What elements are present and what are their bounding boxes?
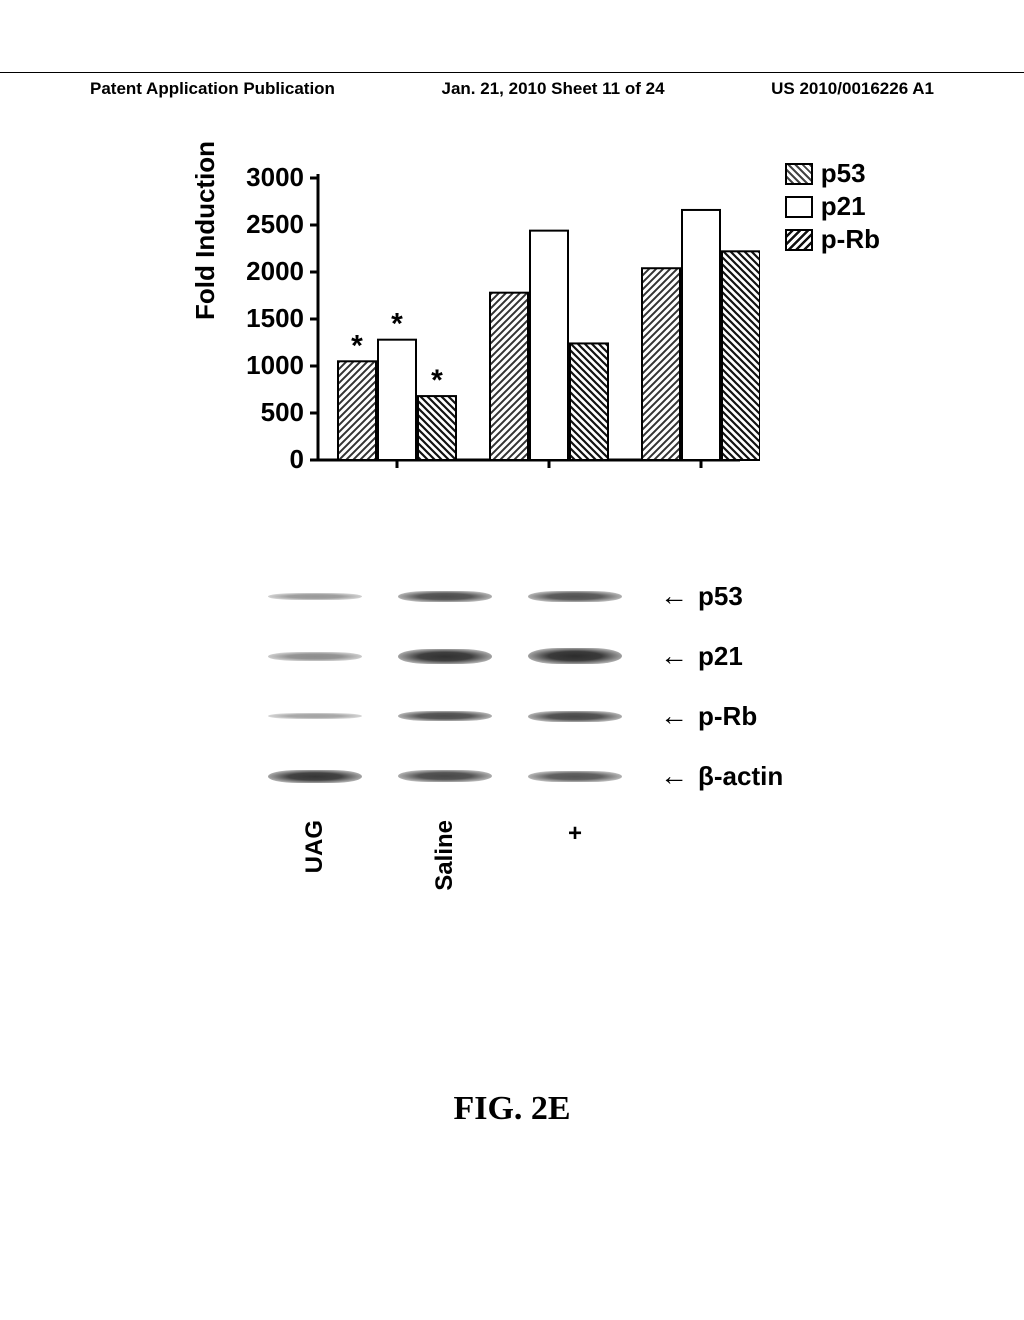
western-blot: ← p53 ← p21 ← p-Rb ← β-actin UAG Saline + — [260, 580, 820, 898]
blot-lane — [390, 765, 500, 787]
svg-text:1500: 1500 — [246, 303, 304, 333]
blot-lane — [520, 705, 630, 727]
blot-row-label: ← β-actin — [660, 760, 783, 792]
blot-lane — [520, 585, 630, 607]
legend-swatch — [785, 229, 813, 251]
svg-text:500: 500 — [261, 397, 304, 427]
blot-lane — [520, 765, 630, 787]
page-header: Patent Application Publication Jan. 21, … — [0, 72, 1024, 99]
svg-text:*: * — [391, 308, 403, 341]
blot-lane — [520, 645, 630, 667]
blot-row: ← p21 — [260, 640, 820, 672]
lane-label: UAG — [260, 820, 370, 898]
blot-band — [398, 591, 492, 602]
blot-lane — [390, 585, 500, 607]
legend-label: p53 — [821, 158, 866, 189]
blot-row: ← β-actin — [260, 760, 820, 792]
legend-label: p-Rb — [821, 224, 880, 255]
blot-band — [268, 652, 362, 661]
blot-row: ← p53 — [260, 580, 820, 612]
blot-row-label: ← p53 — [660, 580, 743, 612]
blot-band — [268, 770, 362, 783]
legend-item: p53 — [785, 158, 880, 189]
svg-text:1000: 1000 — [246, 350, 304, 380]
bar-chart: Fold Induction 050010001500200025003000*… — [180, 160, 820, 520]
blot-lane — [390, 645, 500, 667]
lane-label: Saline — [390, 820, 500, 898]
blot-lane — [260, 705, 370, 727]
y-axis-label: Fold Induction — [190, 141, 221, 320]
blot-band — [528, 648, 622, 664]
svg-text:2500: 2500 — [246, 209, 304, 239]
blot-band — [528, 771, 622, 782]
protein-label: p53 — [698, 581, 743, 612]
header-left: Patent Application Publication — [90, 79, 335, 99]
figure-caption: FIG. 2E — [0, 1090, 1024, 1128]
arrow-left-icon: ← — [660, 760, 688, 792]
protein-label: β-actin — [698, 761, 783, 792]
blot-band — [398, 649, 492, 664]
blot-band — [398, 711, 492, 721]
blot-lane — [390, 705, 500, 727]
blot-band — [268, 593, 362, 600]
lane-label: + — [520, 820, 630, 898]
chart-svg: 0 500 1000 1500 2000 2500 3000 * * * — [240, 160, 760, 500]
blot-lane — [260, 585, 370, 607]
legend-item: p-Rb — [785, 224, 880, 255]
header-center: Jan. 21, 2010 Sheet 11 of 24 — [442, 79, 665, 99]
legend-label: p21 — [821, 191, 866, 222]
arrow-left-icon: ← — [660, 700, 688, 732]
svg-text:3000: 3000 — [246, 162, 304, 192]
blot-band — [398, 770, 492, 782]
svg-text:2000: 2000 — [246, 256, 304, 286]
protein-label: p21 — [698, 641, 743, 672]
legend-swatch — [785, 196, 813, 218]
blot-band — [528, 591, 622, 602]
blot-band — [528, 711, 622, 722]
svg-text:0: 0 — [290, 444, 304, 474]
arrow-left-icon: ← — [660, 580, 688, 612]
legend-swatch — [785, 163, 813, 185]
blot-band — [268, 713, 362, 719]
blot-row-label: ← p-Rb — [660, 700, 757, 732]
svg-text:*: * — [351, 329, 363, 362]
legend-item: p21 — [785, 191, 880, 222]
protein-label: p-Rb — [698, 701, 757, 732]
blot-lane — [260, 645, 370, 667]
header-right: US 2010/0016226 A1 — [771, 79, 934, 99]
chart-legend: p53p21p-Rb — [785, 158, 880, 257]
blot-row: ← p-Rb — [260, 700, 820, 732]
blot-row-label: ← p21 — [660, 640, 743, 672]
lane-labels-row: UAG Saline + — [260, 820, 820, 898]
svg-text:*: * — [431, 364, 443, 397]
blot-lane — [260, 765, 370, 787]
arrow-left-icon: ← — [660, 640, 688, 672]
